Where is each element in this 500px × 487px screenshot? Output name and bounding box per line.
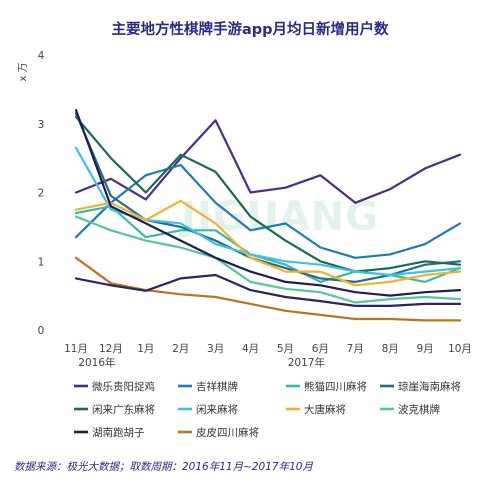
x-tick-label: 7月	[347, 343, 364, 355]
y-tick-label: 1	[38, 256, 45, 268]
y-axis-unit: x 万	[18, 62, 29, 81]
legend-label: 熊猫四川麻将	[304, 380, 367, 393]
legend-label: 湖南跑胡子	[92, 426, 145, 439]
y-tick-label: 4	[38, 50, 45, 62]
y-tick-label: 0	[38, 325, 45, 337]
legend-label: 大唐麻将	[304, 403, 346, 416]
y-axis-ticks: 0 1 2 3 4	[38, 50, 45, 337]
x-tick-label: 12月	[99, 343, 123, 355]
y-tick-label: 2	[38, 188, 45, 200]
legend-label: 波克棋牌	[398, 403, 440, 416]
legend-label: 闲来麻将	[196, 403, 238, 416]
chart-title: 主要地方性棋牌手游app月均日新增用户数	[111, 20, 389, 38]
x-tick-label: 5月	[277, 343, 294, 355]
x-tick-label: 4月	[242, 343, 259, 355]
x-axis-ticks: 11月 12月 1月 2月 3月 4月 5月 6月 7月 8月 9月 10月 2016年 2017年	[64, 343, 472, 369]
series-line-1	[74, 163, 462, 259]
series-line-2	[74, 205, 462, 283]
legend-label: 琼崖海南麻将	[398, 380, 461, 393]
x-tick-label: 6月	[312, 343, 329, 355]
x-tick-label: 8月	[382, 343, 399, 355]
year-label: 2017年	[288, 356, 325, 369]
series-line-6	[74, 199, 462, 287]
series-line-0	[74, 119, 462, 204]
y-tick-label: 3	[38, 119, 45, 131]
series-line-8	[74, 108, 462, 297]
x-tick-label: 9月	[416, 343, 433, 355]
year-label: 2016年	[78, 356, 115, 369]
legend-label: 吉祥棋牌	[196, 380, 238, 393]
legend-label: 闲来广东麻将	[92, 403, 155, 416]
x-tick-label: 3月	[207, 343, 224, 355]
x-tick-label: 1月	[137, 343, 154, 355]
series-lines	[74, 108, 462, 322]
data-source-note: 数据来源：极光大数据；取数周期：2016年11月~2017年10月	[14, 461, 313, 473]
series-line-10	[74, 273, 462, 307]
legend-label: 微乐贵阳捉鸡	[92, 380, 155, 393]
legend-label: 皮皮四川麻将	[196, 426, 259, 439]
series-line-7	[74, 215, 462, 304]
watermark: JIGUANG	[178, 194, 379, 240]
series-line-4	[74, 115, 462, 273]
x-tick-label: 11月	[64, 343, 88, 355]
x-tick-label: 2月	[172, 343, 189, 355]
x-tick-label: 10月	[448, 343, 472, 355]
